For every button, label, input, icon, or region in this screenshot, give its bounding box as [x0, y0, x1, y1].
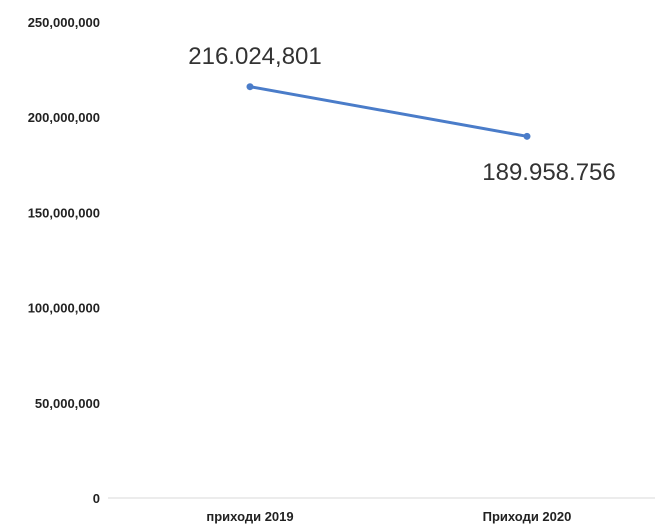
x-axis: приходи 2019 Приходи 2020 [108, 497, 655, 524]
y-tick-label: 50,000,000 [35, 396, 100, 411]
data-point [523, 132, 531, 140]
y-axis: 0 50,000,000 100,000,000 150,000,000 200,000… [28, 15, 100, 506]
y-tick-label: 200,000,000 [28, 110, 100, 125]
data-point [246, 83, 254, 91]
y-tick-label: 150,000,000 [28, 205, 100, 220]
series-layer [246, 83, 531, 140]
data-label-layer: 216.024,801 189.958.756 [188, 43, 615, 186]
x-tick-label: Приходи 2020 [483, 509, 572, 524]
y-tick-label: 0 [93, 491, 100, 506]
y-tick-label: 100,000,000 [28, 301, 100, 316]
x-tick-label: приходи 2019 [206, 509, 293, 524]
y-tick-label: 250,000,000 [28, 15, 100, 30]
data-label: 189.958.756 [482, 159, 615, 186]
series-line [248, 85, 529, 138]
data-label: 216.024,801 [188, 43, 321, 70]
